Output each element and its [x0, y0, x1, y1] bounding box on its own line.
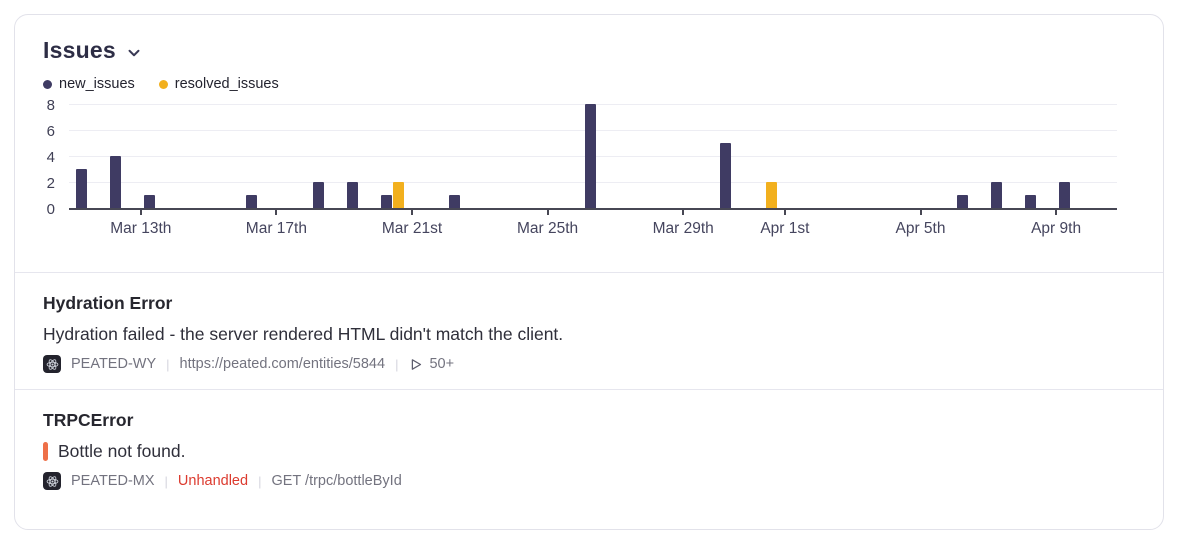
y-axis-label: 0 — [46, 201, 55, 218]
bar-new_issues[interactable] — [109, 156, 121, 208]
chevron-down-icon[interactable] — [125, 44, 143, 62]
x-axis-tick — [919, 210, 922, 215]
widget-header: Issues — [15, 15, 1163, 64]
issue-list: Hydration Error Hydration failed - the s… — [15, 272, 1163, 506]
chart-legend: new_issues resolved_issues — [15, 64, 1163, 92]
x-axis-tick — [783, 210, 786, 215]
x-axis-label: Mar 29th — [652, 220, 714, 237]
issue-message: Hydration failed - the server rendered H… — [43, 324, 1135, 345]
meta-separator: | — [258, 473, 262, 489]
legend-item-new-issues[interactable]: new_issues — [43, 76, 135, 92]
bar-new_issues[interactable] — [957, 195, 969, 208]
resolved-issues-dot-icon — [158, 79, 168, 89]
issue-meta-row: PEATED-WY | https://peated.com/entities/… — [43, 355, 1135, 373]
legend-item-resolved-issues[interactable]: resolved_issues — [158, 76, 279, 92]
issue-message: Bottle not found. — [43, 441, 1135, 462]
bar-new_issues[interactable] — [1059, 182, 1071, 208]
issue-message-text: Hydration failed - the server rendered H… — [43, 324, 564, 344]
issue-row-trpcerror: TRPCError Bottle not found. PE — [15, 389, 1163, 506]
replay-count-group[interactable]: 50+ — [408, 356, 454, 372]
bar-new_issues[interactable] — [1025, 195, 1037, 208]
y-axis-label: 2 — [46, 175, 55, 192]
bar-new_issues[interactable] — [313, 182, 325, 208]
bar-new_issues[interactable] — [584, 104, 596, 208]
issue-culprit-url[interactable]: https://peated.com/entities/5844 — [179, 356, 386, 372]
issue-title[interactable]: TRPCError — [43, 410, 134, 430]
x-axis-tick — [275, 210, 278, 215]
meta-separator: | — [166, 356, 170, 372]
bar-new_issues[interactable] — [381, 195, 393, 208]
bar-resolved_issues[interactable] — [393, 182, 405, 208]
bar-new_issues[interactable] — [991, 182, 1003, 208]
react-project-icon — [43, 355, 61, 373]
x-axis-tick — [139, 210, 142, 215]
x-axis-tick — [1055, 210, 1058, 215]
x-axis-label: Mar 13th — [110, 220, 172, 237]
x-axis-label: Apr 5th — [895, 220, 946, 237]
chart-plot-area[interactable] — [69, 104, 1117, 215]
x-axis-label: Apr 1st — [760, 220, 810, 237]
new-issues-dot-icon — [43, 79, 52, 89]
bar-new_issues[interactable] — [143, 195, 155, 208]
bar-new_issues[interactable] — [347, 182, 359, 208]
issue-row-hydration-error: Hydration Error Hydration failed - the s… — [15, 273, 1163, 389]
legend-label-new-issues: new_issues — [59, 76, 135, 92]
bar-new_issues[interactable] — [720, 143, 732, 208]
x-axis-tick — [411, 210, 413, 215]
widget-title: Issues — [43, 37, 116, 63]
bar-new_issues[interactable] — [448, 195, 460, 208]
project-slug: PEATED-MX — [71, 473, 155, 489]
react-project-icon — [43, 472, 61, 490]
issue-meta-row: PEATED-MX | Unhandled | GET /trpc/bottle… — [43, 472, 1135, 490]
error-level-bar — [43, 442, 48, 461]
y-axis-label: 4 — [46, 149, 55, 166]
x-axis-label: Apr 9th — [1031, 220, 1082, 237]
x-axis-tick — [682, 210, 685, 215]
meta-separator: | — [164, 473, 168, 489]
issue-message-text: Bottle not found. — [58, 441, 186, 461]
issue-status: Unhandled — [177, 473, 249, 489]
bar-new_issues[interactable] — [76, 169, 87, 208]
issue-transaction: GET /trpc/bottleById — [271, 473, 402, 489]
legend-label-resolved-issues: resolved_issues — [174, 76, 279, 92]
bar-new_issues[interactable] — [245, 195, 257, 208]
x-axis-tick — [546, 210, 549, 215]
x-axis-label: Mar 21st — [381, 220, 443, 237]
y-axis-label: 6 — [46, 123, 55, 140]
x-axis: Mar 13th Mar 17th Mar 21st Mar 25th Mar 29th… — [69, 220, 1117, 246]
project-slug: PEATED-WY — [71, 356, 157, 372]
x-axis-label: Mar 17th — [245, 220, 307, 237]
replay-count: 50+ — [429, 356, 455, 372]
y-axis-label: 8 — [46, 97, 55, 114]
meta-separator: | — [395, 356, 399, 372]
issue-title[interactable]: Hydration Error — [43, 293, 173, 313]
bar-resolved_issues[interactable] — [766, 182, 777, 208]
x-axis-label: Mar 25th — [517, 220, 579, 237]
replay-play-icon — [408, 357, 423, 372]
y-axis: 0 2 4 6 8 — [15, 97, 63, 218]
